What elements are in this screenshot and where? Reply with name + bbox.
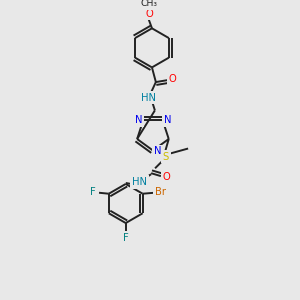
Text: HN: HN bbox=[140, 93, 155, 103]
Text: N: N bbox=[134, 116, 142, 125]
Text: CH₃: CH₃ bbox=[140, 0, 158, 8]
Text: N: N bbox=[164, 116, 171, 125]
Text: F: F bbox=[123, 233, 129, 243]
Text: S: S bbox=[163, 152, 169, 162]
Text: F: F bbox=[90, 187, 96, 197]
Text: Br: Br bbox=[155, 187, 166, 197]
Text: O: O bbox=[145, 9, 153, 19]
Text: N: N bbox=[154, 146, 162, 157]
Text: HN: HN bbox=[132, 177, 147, 187]
Text: O: O bbox=[169, 74, 176, 84]
Text: O: O bbox=[163, 172, 171, 182]
